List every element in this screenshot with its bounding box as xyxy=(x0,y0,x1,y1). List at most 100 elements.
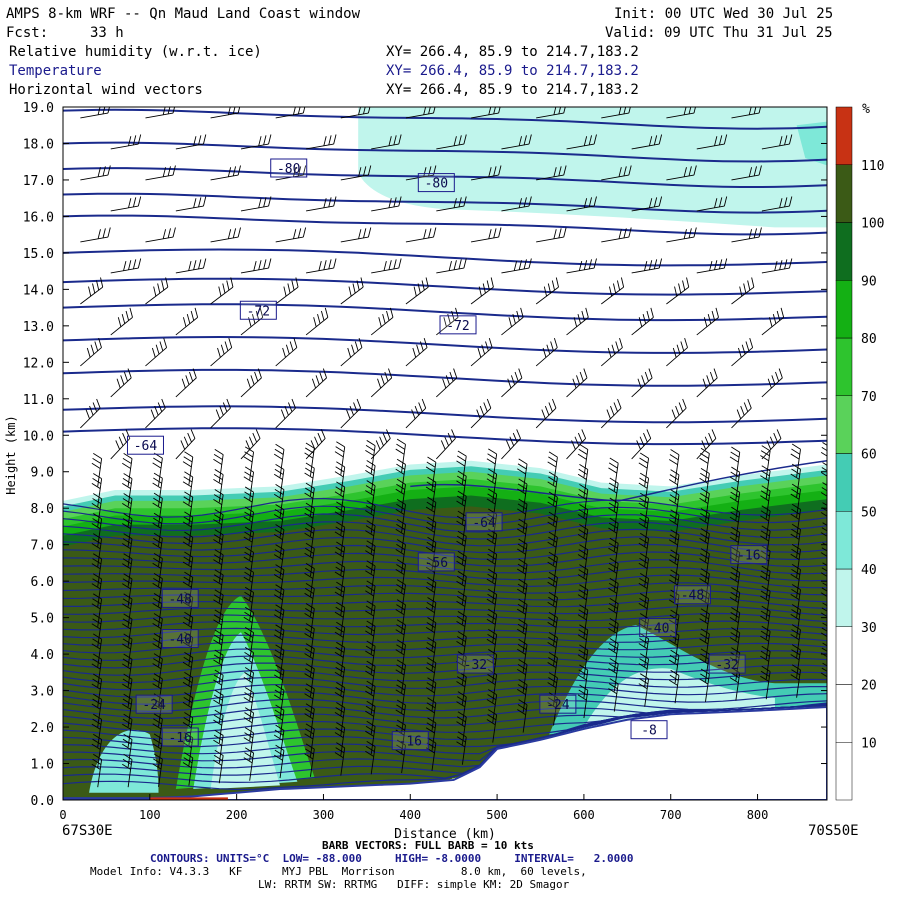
wind-barb-lower xyxy=(365,500,376,534)
wind-barb-lower xyxy=(334,521,346,555)
wind-barb-lower xyxy=(213,549,224,583)
wind-barb-lower xyxy=(152,573,163,607)
wind-barb-upper xyxy=(535,398,557,429)
wind-barb-upper xyxy=(536,227,567,243)
wind-barb-upper xyxy=(210,227,241,243)
wind-barb-lower xyxy=(243,486,255,520)
wind-barb-upper xyxy=(305,307,329,336)
contour-label: -16 xyxy=(730,545,768,565)
wind-barb-lower xyxy=(517,518,528,553)
temperature-contour-lower xyxy=(63,582,827,596)
wind-barb-lower xyxy=(304,603,315,637)
wind-barb-lower xyxy=(243,466,255,500)
wind-barb-lower xyxy=(668,669,680,704)
wind-barb-lower xyxy=(729,566,741,601)
contour-label-box xyxy=(465,512,503,532)
wind-barb-upper xyxy=(436,368,458,398)
contour-label-text: -48 xyxy=(681,589,704,604)
y-tick-label: 0.0 xyxy=(31,794,54,809)
wind-barb-lower xyxy=(425,677,437,711)
wind-barb-upper xyxy=(371,134,402,150)
contour-label-box xyxy=(270,158,308,178)
wind-barb-upper xyxy=(501,429,521,460)
wind-barb-lower xyxy=(334,581,346,616)
contour-label-box xyxy=(161,629,199,649)
field-temperature-label: Temperature xyxy=(9,63,102,79)
rh-upper-moist-core xyxy=(796,121,827,166)
contour-label: -80 xyxy=(270,158,308,178)
wind-barb-lower xyxy=(365,740,376,775)
contour-label-text: -80 xyxy=(425,177,448,192)
wind-barb-lower xyxy=(365,460,376,494)
wind-barb-upper xyxy=(340,398,362,429)
wind-barb-upper xyxy=(501,258,532,274)
wind-barb-lower xyxy=(425,476,437,511)
wind-barb-upper xyxy=(666,338,688,367)
wind-barb-lower xyxy=(456,550,467,585)
wind-barb-lower xyxy=(334,621,346,656)
wind-barb-upper xyxy=(631,196,663,212)
barb-info: BARB VECTORS: FULL BARB = 10 kts xyxy=(322,839,534,852)
wind-barb-upper xyxy=(306,258,337,274)
wind-barb-lower xyxy=(608,638,619,672)
wind-barb-upper xyxy=(145,338,168,367)
wind-barb-lower xyxy=(182,651,194,686)
wind-barb-lower xyxy=(213,729,224,764)
wind-barb-lower xyxy=(668,489,680,523)
temperature-contour-lower xyxy=(63,536,827,554)
wind-barb-lower xyxy=(334,702,346,736)
wind-barb-upper xyxy=(761,196,793,212)
wind-barb-lower xyxy=(273,604,285,638)
wind-barb-lower xyxy=(456,651,467,685)
wind-barb-lower xyxy=(699,568,710,602)
wind-barb-upper xyxy=(696,258,728,274)
colorbar-segment xyxy=(835,280,853,339)
temperature-contour-upper-5 xyxy=(63,248,827,267)
wind-barb-upper xyxy=(145,165,176,181)
wind-barb-lower xyxy=(304,723,315,757)
temperature-contour-lower xyxy=(63,605,827,616)
wind-barb-lower xyxy=(668,649,680,684)
contour-label-text: -24 xyxy=(142,698,166,713)
wind-barb-lower xyxy=(668,509,680,543)
valid-time: Valid: 09 UTC Thu 31 Jul 25 xyxy=(605,25,833,41)
temperature-contour-lower xyxy=(63,513,827,533)
y-tick-label: 11.0 xyxy=(23,393,54,408)
wind-barb-lower xyxy=(243,566,255,601)
wind-barb-lower xyxy=(182,611,194,646)
wind-barb-lower xyxy=(91,593,103,627)
wind-barb-lower xyxy=(273,684,285,718)
wind-barb-lower xyxy=(243,586,255,621)
wind-barb-lower xyxy=(304,522,315,557)
wind-barb-lower xyxy=(334,461,346,495)
wind-barb-lower xyxy=(547,672,558,706)
wind-barb-upper xyxy=(761,429,782,460)
wind-barb-lower xyxy=(304,683,315,717)
wind-barb-upper xyxy=(566,258,597,274)
wind-barb-lower xyxy=(122,673,133,708)
wind-barb-lower xyxy=(122,693,133,728)
wind-barb-lower xyxy=(456,691,467,725)
wind-barb-lower xyxy=(213,529,224,563)
wind-barb-lower xyxy=(395,679,406,713)
contour-label-text: -80 xyxy=(277,162,300,177)
wind-barb-upper xyxy=(631,368,653,398)
wind-barb-lower xyxy=(213,589,224,623)
y-tick-label: 9.0 xyxy=(31,466,54,481)
colorbar-segment xyxy=(835,164,853,223)
wind-barb-lower xyxy=(486,548,498,583)
y-tick-label: 16.0 xyxy=(23,210,54,225)
wind-barb-lower xyxy=(517,598,528,633)
wind-barb-upper xyxy=(175,429,196,460)
contour-label-text: -40 xyxy=(646,622,669,637)
wind-barb-lower xyxy=(152,613,163,647)
wind-barb-lower xyxy=(213,448,224,483)
wind-barb-lower xyxy=(517,458,528,492)
forecast-label: Fcst: xyxy=(6,25,49,41)
contour-label: -32 xyxy=(456,654,494,674)
wind-barb-lower xyxy=(395,719,406,754)
wind-barb-lower xyxy=(547,591,558,626)
temperature-contour-lower xyxy=(63,505,827,526)
wind-barb-upper xyxy=(405,107,437,119)
wind-barb-lower xyxy=(577,544,589,578)
